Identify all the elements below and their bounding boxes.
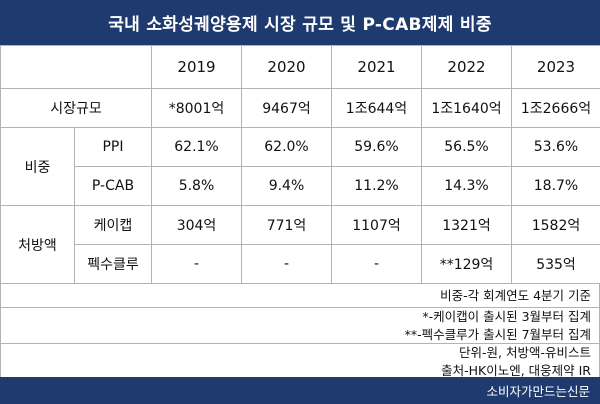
table-cell: *8001억 xyxy=(151,88,242,128)
table-cell: 11.2% xyxy=(331,166,422,206)
table-cell: 304억 xyxy=(151,205,242,245)
year-header: 2022 xyxy=(421,45,512,89)
row-label: PPI xyxy=(74,127,152,167)
table-cell: 1321억 xyxy=(421,205,512,245)
table-cell: 14.3% xyxy=(421,166,512,206)
table-cell: 9.4% xyxy=(241,166,332,206)
table-cell: 5.8% xyxy=(151,166,242,206)
table-cell: 1조1640억 xyxy=(421,88,512,128)
footnote: *-케이캡이 출시된 3월부터 집계 xyxy=(422,309,591,324)
header-corner-cell xyxy=(0,45,152,89)
row-label: 시장규모 xyxy=(0,88,152,128)
table-cell: 62.0% xyxy=(241,127,332,167)
table-cell: 62.1% xyxy=(151,127,242,167)
table-cell: 59.6% xyxy=(331,127,422,167)
table-cell: - xyxy=(331,244,422,284)
unit-note: 단위-원, 처방액-유비스트 xyxy=(459,345,591,360)
table-cell: 771억 xyxy=(241,205,332,245)
table-cell: 9467억 xyxy=(241,88,332,128)
share-pcab-row: P-CAB 5.8% 9.4% 11.2% 14.3% 18.7% xyxy=(1,166,600,206)
table-cell: 56.5% xyxy=(421,127,512,167)
page-title: 국내 소화성궤양용제 시장 규모 및 P-CAB제제 비중 xyxy=(0,0,600,45)
table-cell: 1조2666억 xyxy=(511,88,600,128)
footnotes-box: *-케이캡이 출시된 3월부터 집계 **-펙수클루가 출시된 7월부터 집계 xyxy=(0,308,600,344)
market-size-row: 시장규모 *8001억 9467억 1조644억 1조1640억 1조2666억 xyxy=(0,88,600,128)
footnote: **-펙수클루가 출시된 7월부터 집계 xyxy=(404,327,591,342)
table-cell: - xyxy=(151,244,242,284)
row-label: 케이캡 xyxy=(74,205,152,245)
row-label: P-CAB xyxy=(74,166,152,206)
table-cell: 1조644억 xyxy=(331,88,422,128)
table-cell: 1107억 xyxy=(331,205,422,245)
data-table: 2019 2020 2021 2022 2023 시장규모 *8001억 946… xyxy=(0,45,600,284)
table-cell: **129억 xyxy=(421,244,512,284)
share-basis-note-box: 비중-각 회계연도 4분기 기준 xyxy=(0,284,600,308)
share-basis-note: 비중-각 회계연도 4분기 기준 xyxy=(440,288,591,303)
table-cell: 535억 xyxy=(511,244,600,284)
year-header: 2020 xyxy=(241,45,332,89)
table-cell: 1582억 xyxy=(511,205,600,245)
share-ppi-row: 비중 PPI 62.1% 62.0% 59.6% 56.5% 53.6% xyxy=(0,127,600,206)
table-header-row: 2019 2020 2021 2022 2023 xyxy=(0,45,600,89)
group-label: 비중 xyxy=(0,127,75,206)
source-box: 단위-원, 처방액-유비스트 출처-HK이노엔, 대웅제약 IR xyxy=(0,344,600,378)
prescription-kcap-row: 처방액 케이캡 304억 771억 1107억 1321억 1582억 xyxy=(0,205,600,284)
footer-brand: 소비자가만드는신문 xyxy=(0,377,600,404)
year-header: 2019 xyxy=(151,45,242,89)
row-label: 펙수클루 xyxy=(74,244,152,284)
table-cell: - xyxy=(241,244,332,284)
group-label: 처방액 xyxy=(0,205,75,284)
source-note: 출처-HK이노엔, 대웅제약 IR xyxy=(441,363,591,378)
table-cell: 53.6% xyxy=(511,127,600,167)
year-header: 2023 xyxy=(511,45,600,89)
year-header: 2021 xyxy=(331,45,422,89)
table-cell: 18.7% xyxy=(511,166,600,206)
prescription-fexuclue-row: 펙수클루 - - - **129억 535억 xyxy=(1,244,600,284)
